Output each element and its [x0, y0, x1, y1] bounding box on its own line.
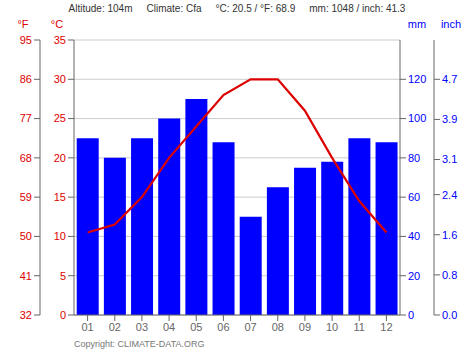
svg-text:1.6: 1.6: [442, 229, 457, 241]
svg-text:2.4: 2.4: [442, 189, 457, 201]
svg-text:68: 68: [20, 152, 32, 164]
svg-text:10: 10: [326, 321, 338, 333]
svg-text:0: 0: [60, 309, 66, 321]
svg-text:12: 12: [380, 321, 392, 333]
svg-text:20: 20: [408, 270, 420, 282]
svg-text:06: 06: [217, 321, 229, 333]
svg-text:10: 10: [54, 230, 66, 242]
svg-text:32: 32: [20, 309, 32, 321]
svg-text:5: 5: [60, 270, 66, 282]
svg-text:100: 100: [408, 112, 426, 124]
svg-text:°F: °F: [17, 18, 28, 30]
svg-text:0: 0: [408, 309, 414, 321]
svg-text:59: 59: [20, 191, 32, 203]
svg-text:80: 80: [408, 152, 420, 164]
svg-text:03: 03: [136, 321, 148, 333]
svg-text:0.0: 0.0: [442, 309, 457, 321]
svg-text:35: 35: [54, 34, 66, 46]
svg-text:25: 25: [54, 112, 66, 124]
html-text:°C: 20.5 / °F: 68.9: °C: 20.5 / °F: 68.9: [215, 2, 296, 14]
svg-text:05: 05: [190, 321, 202, 333]
svg-text:3.1: 3.1: [442, 153, 457, 165]
svg-text:15: 15: [54, 191, 66, 203]
svg-text:60: 60: [408, 191, 420, 203]
svg-text:120: 120: [408, 73, 426, 85]
svg-text:07: 07: [244, 321, 256, 333]
svg-text:50: 50: [20, 230, 32, 242]
svg-text:30: 30: [54, 73, 66, 85]
svg-text:3.9: 3.9: [442, 113, 457, 125]
svg-text:°C: °C: [51, 18, 63, 30]
svg-text:40: 40: [408, 230, 420, 242]
svg-text:0.8: 0.8: [442, 269, 457, 281]
svg-text:20: 20: [54, 152, 66, 164]
svg-text:mm: mm: [408, 18, 426, 30]
svg-text:inch: inch: [441, 18, 461, 30]
svg-text:95: 95: [20, 34, 32, 46]
svg-text:01: 01: [81, 321, 93, 333]
svg-text:4.7: 4.7: [442, 73, 457, 85]
svg-text:11: 11: [354, 321, 365, 333]
html-text:Altitude: 104m: Altitude: 104m: [68, 2, 133, 14]
svg-text:04: 04: [163, 321, 175, 333]
html-text:Copyright: CLIMATE-DATA.ORG: Copyright: CLIMATE-DATA.ORG: [74, 339, 205, 349]
html-text:Climate: Cfa: Climate: Cfa: [146, 2, 202, 14]
svg-text:08: 08: [272, 321, 284, 333]
svg-text:86: 86: [20, 73, 32, 85]
html-text:mm: 1048 / inch: 41.3: mm: 1048 / inch: 41.3: [309, 2, 406, 14]
svg-text:09: 09: [299, 321, 311, 333]
svg-text:41: 41: [20, 270, 32, 282]
svg-text:02: 02: [109, 321, 121, 333]
svg-text:77: 77: [20, 112, 32, 124]
